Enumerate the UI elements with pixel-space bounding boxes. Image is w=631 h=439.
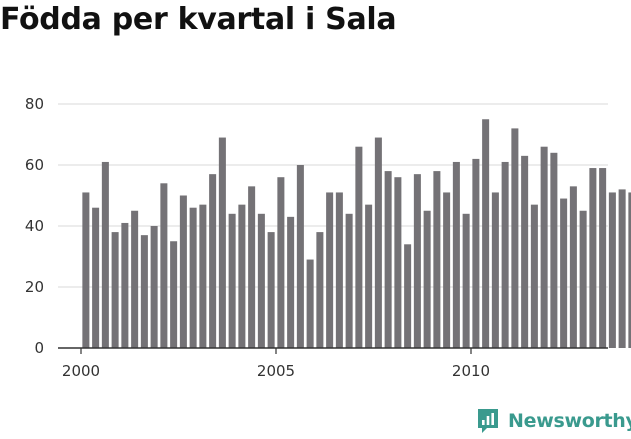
bar — [491, 192, 499, 348]
x-tick-label: 2010 — [452, 362, 490, 380]
bar — [326, 192, 334, 348]
bar — [355, 146, 363, 348]
bar — [433, 171, 441, 348]
bar — [316, 232, 324, 348]
bar — [306, 259, 314, 348]
brand-name: Newsworthy — [508, 410, 631, 432]
bar — [170, 241, 178, 348]
bar — [413, 174, 421, 348]
bar — [452, 161, 460, 348]
bar — [335, 192, 343, 348]
newsworthy-brand: Newsworthy — [476, 407, 631, 435]
bar — [462, 213, 470, 348]
bar — [228, 213, 236, 348]
y-tick-label: 60 — [25, 156, 44, 174]
bar — [501, 161, 509, 348]
bar — [267, 232, 275, 348]
bar — [140, 235, 148, 348]
bar — [374, 137, 382, 348]
bar — [540, 146, 548, 348]
bar — [608, 192, 616, 348]
bar — [345, 213, 353, 348]
bar — [384, 171, 392, 348]
bar — [296, 165, 304, 348]
y-tick-label: 80 — [25, 95, 44, 113]
bar — [179, 195, 187, 348]
x-axis: 200020052010201520202025 — [58, 347, 608, 380]
bar — [511, 128, 519, 348]
bar — [423, 210, 431, 348]
x-tick-label: 2005 — [257, 362, 295, 380]
bar — [131, 210, 139, 348]
bar — [579, 210, 587, 348]
chart-title: Födda per kvartal i Sala — [0, 2, 397, 37]
bar — [287, 216, 295, 348]
bar — [365, 204, 373, 348]
bar — [101, 161, 109, 348]
bar-series — [82, 119, 631, 348]
bar — [150, 226, 158, 348]
y-tick-label: 0 — [34, 339, 44, 357]
y-axis: 0 20 40 60 80 — [25, 95, 44, 357]
bar — [248, 186, 256, 348]
bar — [189, 207, 197, 348]
bar — [404, 244, 412, 348]
bar — [160, 183, 168, 348]
bar — [521, 155, 529, 348]
y-tick-label: 40 — [25, 217, 44, 235]
bar — [628, 192, 631, 348]
bar — [257, 213, 265, 348]
bar — [394, 177, 402, 348]
bar — [121, 222, 129, 348]
bar — [472, 158, 480, 348]
bar — [199, 204, 207, 348]
bar — [238, 204, 246, 348]
bar — [443, 192, 451, 348]
bar — [482, 119, 490, 348]
bar — [530, 204, 538, 348]
bar — [92, 207, 100, 348]
bar — [569, 186, 577, 348]
bar — [218, 137, 226, 348]
bar — [82, 192, 90, 348]
bar — [618, 189, 626, 348]
bar — [550, 152, 558, 348]
bar — [599, 168, 607, 348]
bar — [277, 177, 285, 348]
bar — [111, 232, 119, 348]
x-tick-label: 2000 — [62, 362, 100, 380]
bar — [560, 198, 568, 348]
y-tick-label: 20 — [25, 278, 44, 296]
bar — [589, 168, 597, 348]
bar — [209, 174, 217, 348]
newsworthy-logo-icon — [478, 409, 498, 433]
